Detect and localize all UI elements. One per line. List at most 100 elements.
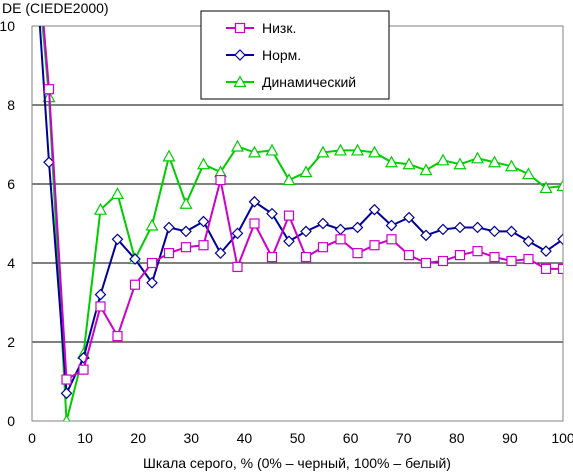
data-point-diamond — [505, 225, 518, 238]
data-point-square — [232, 261, 243, 273]
x-tick-label: 0 — [28, 430, 36, 446]
data-point-square — [234, 22, 246, 34]
data-point-diamond — [248, 195, 261, 208]
data-point-triangle — [196, 157, 211, 170]
data-point-triangle — [247, 145, 262, 158]
data-point-square — [454, 250, 466, 261]
data-point-diamond — [540, 245, 552, 257]
data-point-diamond — [94, 288, 107, 301]
data-point-square — [61, 374, 72, 385]
data-point-square — [78, 364, 89, 375]
data-point-triangle — [299, 165, 313, 178]
data-point-diamond — [454, 221, 466, 234]
data-point-triangle — [233, 75, 247, 88]
data-point-triangle — [453, 157, 467, 170]
data-point-square — [557, 263, 563, 275]
data-point-square — [420, 257, 432, 269]
data-point-square — [506, 255, 517, 267]
data-point-triangle — [282, 173, 296, 186]
x-tick-label: 10 — [77, 430, 93, 446]
data-point-diamond — [283, 235, 295, 248]
data-point-square — [335, 234, 346, 245]
data-point-triangle — [265, 143, 279, 156]
data-point-diamond — [420, 229, 432, 242]
data-point-triangle — [145, 218, 159, 231]
data-point-square — [540, 263, 552, 275]
data-point-diamond — [403, 211, 415, 224]
legend-label: Динамический — [262, 74, 356, 90]
data-point-diamond — [351, 221, 364, 234]
data-point-triangle — [436, 153, 450, 166]
data-point-diamond — [180, 225, 192, 238]
data-point-square — [146, 257, 158, 269]
data-point-triangle — [350, 143, 365, 156]
data-point-square — [352, 248, 363, 259]
data-point-diamond — [437, 223, 449, 236]
data-point-square — [472, 246, 483, 257]
data-point-diamond — [197, 215, 210, 228]
data-point-triangle — [521, 167, 535, 180]
data-point-diamond — [334, 223, 347, 236]
data-point-triangle — [162, 149, 176, 162]
data-point-square — [112, 330, 123, 342]
data-point-square — [403, 250, 415, 261]
data-point-triangle — [367, 145, 382, 158]
data-point-square — [317, 242, 329, 253]
data-point-triangle — [230, 139, 245, 152]
data-point-square — [129, 279, 141, 290]
y-tick-label: 6 — [7, 176, 15, 192]
x-tick-label: 80 — [449, 430, 465, 446]
x-axis-label: Шкала серого, % (0% – черный, 100% – бел… — [143, 455, 451, 471]
data-point-square — [300, 251, 312, 263]
x-tick-label: 20 — [130, 430, 146, 446]
data-point-square — [266, 251, 278, 263]
data-point-triangle — [110, 187, 125, 199]
y-tick-label: 4 — [7, 255, 15, 271]
data-point-square — [180, 242, 192, 253]
legend-label: Низк. — [262, 20, 296, 36]
x-tick-label: 90 — [502, 430, 518, 446]
y-axis-label: DE (CIEDE2000) — [2, 0, 109, 16]
data-point-triangle — [62, 414, 71, 421]
data-point-triangle — [470, 151, 485, 164]
data-point-triangle — [539, 181, 553, 194]
data-point-diamond — [488, 225, 501, 238]
data-point-diamond — [368, 203, 381, 216]
data-point-triangle — [487, 155, 502, 168]
data-point-diamond — [231, 227, 244, 240]
data-point-diamond — [557, 233, 563, 246]
data-point-square — [523, 253, 534, 265]
data-point-square — [386, 234, 397, 245]
y-tick-label: 2 — [7, 334, 15, 350]
data-point-square — [215, 174, 226, 186]
y-tick-label: 8 — [7, 97, 15, 113]
data-point-diamond — [385, 219, 398, 232]
data-point-triangle — [402, 157, 416, 170]
data-point-square — [249, 218, 260, 229]
data-point-diamond — [234, 49, 246, 61]
data-point-square — [163, 248, 175, 259]
data-point-square — [369, 240, 380, 251]
data-point-diamond — [471, 221, 484, 234]
x-tick-label: 50 — [290, 430, 306, 446]
data-point-triangle — [93, 202, 108, 215]
data-point-square — [43, 84, 55, 95]
x-tick-label: 100 — [551, 430, 573, 446]
y-tick-label: 10 — [0, 18, 15, 34]
x-tick-label: 70 — [396, 430, 412, 446]
series-square — [42, 26, 563, 385]
data-point-diamond — [129, 253, 141, 265]
data-point-square — [198, 240, 209, 251]
data-point-diamond — [522, 235, 535, 248]
data-point-diamond — [146, 276, 158, 289]
series-triangle — [41, 26, 563, 421]
data-point-diamond — [266, 207, 278, 220]
x-tick-label: 40 — [237, 430, 253, 446]
legend: Низк. Норм. Динамический — [200, 10, 390, 100]
legend-label: Норм. — [262, 47, 301, 63]
data-point-square — [283, 210, 295, 221]
data-point-triangle — [179, 197, 193, 209]
gridlines — [32, 104, 563, 343]
